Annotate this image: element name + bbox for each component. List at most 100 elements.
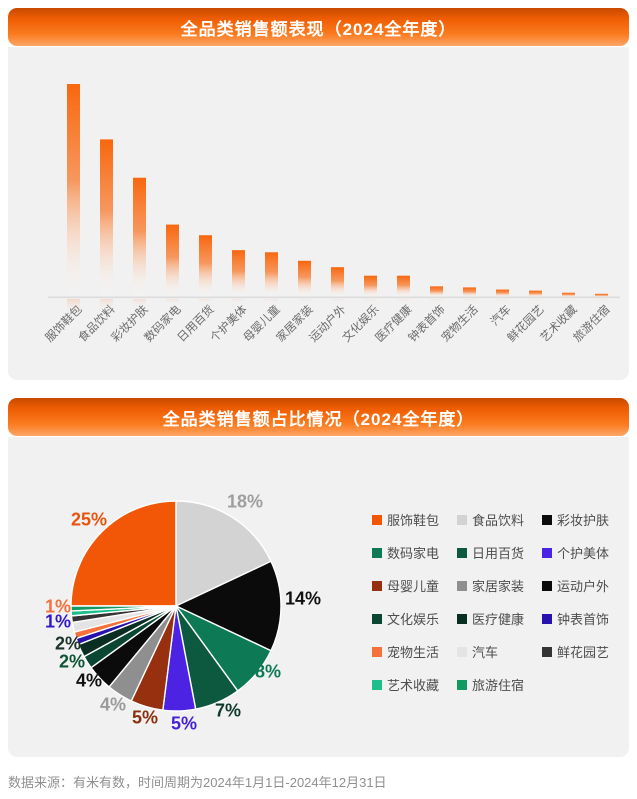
bar bbox=[331, 267, 344, 297]
legend-label: 食品饮料 bbox=[472, 513, 525, 528]
bar bbox=[133, 177, 146, 297]
legend-swatch-icon bbox=[372, 613, 382, 624]
data-source-note: 数据来源：有米有数，时间周期为2024年1月1日-2024年12月31日 bbox=[8, 775, 387, 790]
legend-item: 旅游住宿 bbox=[457, 675, 542, 694]
legend-label: 钟表首饰 bbox=[557, 612, 610, 627]
bar-reflection bbox=[364, 299, 377, 303]
legend-label: 艺术收藏 bbox=[387, 678, 440, 693]
pie-slice bbox=[175, 560, 282, 652]
legend-swatch-icon bbox=[372, 646, 382, 657]
legend-label: 鲜花园艺 bbox=[557, 645, 610, 660]
share-pie-card: 全品类销售额占比情况（2024全年度） 25% 18% 14% 8% 7% 5% 5% 4% 4… bbox=[8, 398, 629, 757]
legend-item: 日用百货 bbox=[457, 543, 542, 562]
legend-swatch-icon bbox=[457, 547, 467, 558]
legend-swatch-icon bbox=[457, 613, 467, 624]
bar bbox=[166, 224, 179, 297]
pie-chart-area: 25% 18% 14% 8% 7% 5% 5% 4% 4% 2% 2% 1% 1% 服饰鞋包 食品饮料 彩妆… bbox=[8, 437, 629, 757]
legend-label: 彩妆护肤 bbox=[557, 513, 610, 528]
legend-item: 文化娱乐 bbox=[372, 609, 457, 628]
bars-group bbox=[67, 84, 608, 317]
pie-svg bbox=[70, 500, 282, 712]
x-axis-line bbox=[48, 296, 620, 299]
legend-swatch-icon bbox=[457, 679, 467, 690]
legend-item: 汽车 bbox=[457, 642, 542, 661]
bar-reflection bbox=[430, 299, 443, 303]
pie-slice-label: 2% bbox=[58, 651, 86, 672]
bar-reflection bbox=[595, 299, 608, 303]
legend-swatch-icon bbox=[372, 679, 382, 690]
legend-item: 运动户外 bbox=[542, 576, 627, 595]
pie-box: 25% 18% 14% 8% 7% 5% 5% 4% 4% 2% 2% 1% 1% bbox=[20, 461, 360, 757]
bar bbox=[232, 250, 245, 297]
legend-swatch-icon bbox=[372, 547, 382, 558]
legend-label: 运动户外 bbox=[557, 579, 610, 594]
legend-label: 数码家电 bbox=[387, 546, 440, 561]
pie-slice-label: 1% bbox=[44, 596, 72, 617]
legend-label: 服饰鞋包 bbox=[387, 513, 440, 528]
pie-slice-label: 4% bbox=[75, 670, 103, 691]
bar-reflection bbox=[67, 299, 80, 317]
pie-legend: 服饰鞋包 食品饮料 彩妆护肤数码家电 日用百货 个护美体母婴儿童 家居家装 运动户外文化娱乐… bbox=[372, 503, 627, 701]
legend-swatch-icon bbox=[372, 580, 382, 591]
legend-swatch-icon bbox=[457, 514, 467, 525]
pie-slice bbox=[175, 500, 272, 607]
legend-item: 医疗健康 bbox=[457, 609, 542, 628]
bar-reflection bbox=[199, 299, 212, 304]
bar-reflection bbox=[166, 299, 179, 305]
legend-item: 服饰鞋包 bbox=[372, 510, 457, 529]
sales-bar-card: 全品类销售额表现（2024全年度） 服饰鞋包 食品饮料 彩妆护肤 bbox=[8, 8, 629, 380]
legend-label: 家居家装 bbox=[472, 579, 525, 594]
legend-item: 个护美体 bbox=[542, 543, 627, 562]
pie-slice-label: 8% bbox=[254, 661, 282, 682]
legend-label: 个护美体 bbox=[557, 546, 610, 561]
bar bbox=[496, 289, 509, 297]
bar bbox=[430, 286, 443, 297]
pie-slice-label: 5% bbox=[131, 707, 159, 728]
legend-swatch-icon bbox=[542, 580, 552, 591]
bar-chart-area: 服饰鞋包 食品饮料 彩妆护肤 数码家电 日用百货 个护美体 母婴儿童 家居家装 运动户外 文化娱乐… bbox=[8, 47, 629, 380]
bar-card-title: 全品类销售额表现（2024全年度） bbox=[180, 19, 457, 39]
bar-reflection bbox=[100, 299, 113, 312]
legend-item: 食品饮料 bbox=[457, 510, 542, 529]
legend-swatch-icon bbox=[542, 547, 552, 558]
pie-slice-label: 1% bbox=[44, 611, 72, 632]
pie-slice-label: 18% bbox=[226, 491, 264, 512]
bar bbox=[397, 275, 410, 297]
bar bbox=[199, 235, 212, 297]
bar-card-title-banner: 全品类销售额表现（2024全年度） bbox=[8, 8, 629, 46]
bar-reflection bbox=[298, 299, 311, 303]
legend-label: 宠物生活 bbox=[387, 645, 440, 660]
legend-item: 家居家装 bbox=[457, 576, 542, 595]
pie-slice-label: 7% bbox=[214, 700, 242, 721]
pie-slice bbox=[70, 500, 177, 607]
pie-card-title: 全品类销售额占比情况（2024全年度） bbox=[162, 409, 475, 429]
bar bbox=[595, 293, 608, 297]
bar-reflection bbox=[463, 299, 476, 303]
pie-slice-label: 4% bbox=[99, 694, 127, 715]
legend-swatch-icon bbox=[542, 514, 552, 525]
bar-axis-label: 宠物生活 bbox=[438, 302, 480, 344]
pie-card-title-banner: 全品类销售额占比情况（2024全年度） bbox=[8, 398, 629, 436]
legend-label: 文化娱乐 bbox=[387, 612, 440, 627]
legend-label: 汽车 bbox=[472, 645, 499, 660]
legend-item: 母婴儿童 bbox=[372, 576, 457, 595]
legend-swatch-icon bbox=[372, 514, 382, 525]
legend-label: 医疗健康 bbox=[472, 612, 525, 627]
pie-slice-label: 14% bbox=[284, 588, 322, 609]
bar bbox=[463, 287, 476, 297]
pie-slices bbox=[70, 500, 282, 712]
legend-label: 日用百货 bbox=[472, 546, 525, 561]
bar-axis-label: 旅游住宿 bbox=[570, 302, 612, 344]
bar-chart-svg: 服饰鞋包食品饮料彩妆护肤数码家电日用百货个护美体母婴儿童家居家装运动户外文化娱乐… bbox=[42, 84, 620, 345]
bar-reflection bbox=[133, 299, 146, 309]
bar-reflection bbox=[331, 299, 344, 303]
legend-swatch-icon bbox=[542, 613, 552, 624]
bar-reflection bbox=[232, 299, 245, 303]
legend-swatch-icon bbox=[457, 580, 467, 591]
bar-axis-label: 汽车 bbox=[487, 302, 513, 328]
bar bbox=[298, 260, 311, 297]
bar bbox=[364, 275, 377, 297]
bar-reflection bbox=[397, 299, 410, 303]
legend-item: 宠物生活 bbox=[372, 642, 457, 661]
bar-reflection bbox=[562, 299, 575, 303]
